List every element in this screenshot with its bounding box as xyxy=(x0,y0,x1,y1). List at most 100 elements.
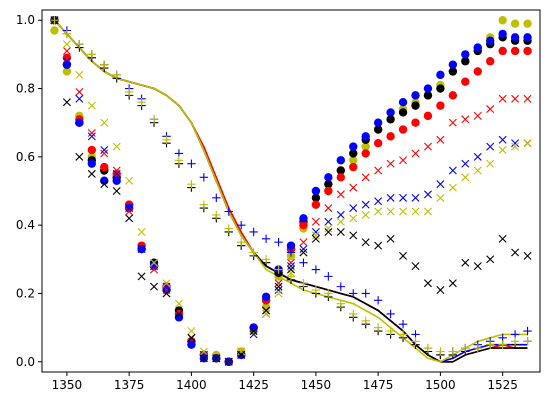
data-point xyxy=(112,169,121,178)
data-point xyxy=(448,91,458,100)
data-point xyxy=(486,340,495,349)
x-axis: 1350 1375 1400 1425 1450 1475 1500 1525 xyxy=(52,372,518,392)
data-point xyxy=(187,340,196,349)
data-point xyxy=(461,159,470,168)
data-point xyxy=(349,289,358,298)
data-point xyxy=(112,70,121,80)
data-point xyxy=(249,327,258,336)
data-point xyxy=(324,179,333,189)
data-point xyxy=(386,115,395,124)
data-point xyxy=(62,60,72,69)
data-point xyxy=(249,248,258,257)
data-point xyxy=(162,135,171,144)
x-tick-label: 1425 xyxy=(238,378,269,392)
data-point xyxy=(137,227,146,236)
data-point xyxy=(311,193,321,203)
data-point xyxy=(287,258,295,267)
data-point xyxy=(174,299,183,308)
data-point xyxy=(311,200,321,209)
data-point xyxy=(349,142,358,151)
data-point xyxy=(274,279,283,288)
data-point xyxy=(398,330,408,339)
data-point xyxy=(162,279,171,288)
data-point xyxy=(349,149,358,158)
data-point xyxy=(498,146,507,155)
data-point xyxy=(436,286,445,295)
data-point xyxy=(510,46,520,56)
data-point xyxy=(162,286,171,295)
data-point xyxy=(448,166,457,175)
data-point xyxy=(287,262,295,271)
data-point xyxy=(361,173,370,182)
data-point xyxy=(399,156,408,165)
series-4-circle xyxy=(50,16,532,366)
data-point xyxy=(511,142,520,151)
data-point xyxy=(87,169,96,178)
data-point xyxy=(486,255,495,264)
data-point xyxy=(473,67,482,76)
data-point xyxy=(448,183,457,192)
data-point xyxy=(224,357,233,366)
data-point xyxy=(386,234,395,243)
data-point xyxy=(112,187,121,195)
data-point xyxy=(498,135,507,144)
data-point xyxy=(261,302,271,312)
data-point xyxy=(349,214,358,223)
data-point xyxy=(448,279,457,288)
data-point xyxy=(87,50,96,59)
series-5-circle xyxy=(50,16,532,366)
data-point xyxy=(423,111,433,121)
data-point xyxy=(286,241,296,250)
data-point xyxy=(274,289,283,298)
data-point xyxy=(174,313,184,322)
data-point xyxy=(386,309,395,319)
data-point xyxy=(249,330,258,339)
data-point xyxy=(261,292,271,302)
data-point xyxy=(336,210,345,219)
data-point xyxy=(510,19,520,28)
data-point xyxy=(87,101,96,110)
y-tick-label: 0.0 xyxy=(16,355,35,369)
data-point xyxy=(436,347,445,356)
data-point xyxy=(237,347,246,356)
data-point xyxy=(423,84,433,93)
data-point xyxy=(187,333,196,342)
data-point xyxy=(237,220,246,230)
data-point xyxy=(461,77,470,86)
series-10-x xyxy=(50,16,532,366)
data-point xyxy=(100,180,109,189)
data-point xyxy=(286,248,296,257)
data-point xyxy=(311,217,320,226)
data-point xyxy=(374,197,383,206)
data-point xyxy=(423,91,433,100)
data-point xyxy=(436,193,445,202)
axes-frame xyxy=(41,9,541,373)
data-point xyxy=(461,57,470,66)
data-point xyxy=(511,94,520,103)
data-point xyxy=(461,343,470,353)
data-point xyxy=(100,60,109,69)
data-point xyxy=(62,57,71,66)
data-point xyxy=(461,50,470,59)
data-point xyxy=(511,139,520,148)
data-point xyxy=(62,98,71,107)
data-point xyxy=(324,173,333,182)
x-tick-label: 1350 xyxy=(52,378,83,392)
data-point xyxy=(473,152,482,161)
data-point xyxy=(486,159,495,168)
data-point xyxy=(386,207,395,216)
data-point xyxy=(374,166,383,175)
data-point xyxy=(398,319,408,329)
data-point xyxy=(125,214,134,223)
data-point xyxy=(336,299,345,308)
data-point xyxy=(361,210,370,219)
data-point xyxy=(149,115,159,124)
data-point xyxy=(199,200,209,209)
data-point xyxy=(523,251,532,260)
data-point xyxy=(448,60,458,69)
data-point xyxy=(274,282,283,291)
data-point xyxy=(324,186,333,196)
data-point xyxy=(436,101,445,110)
data-point xyxy=(361,132,370,141)
data-point xyxy=(411,91,420,100)
